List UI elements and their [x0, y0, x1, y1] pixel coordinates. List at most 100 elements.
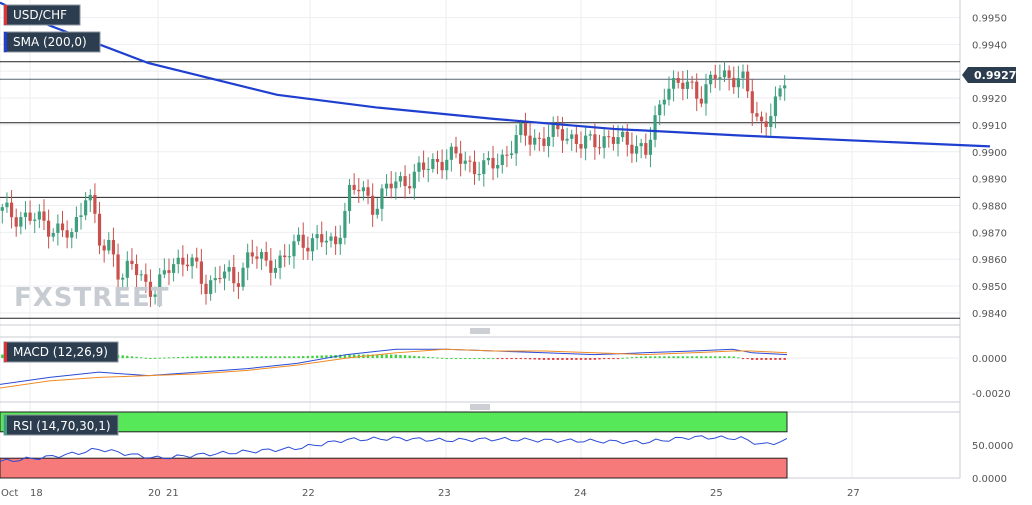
candle-body: [602, 136, 606, 148]
macd-histogram-bar: [190, 356, 194, 359]
rsi-tick-label: 50.0000: [972, 441, 1013, 452]
candle-body: [352, 184, 356, 190]
pane-splitter-handle: [470, 404, 490, 410]
candle-body: [199, 261, 203, 284]
rsi-oversold-zone: [0, 457, 788, 479]
macd-histogram-bar: [732, 356, 735, 359]
candle-body: [676, 78, 680, 83]
candle-body: [19, 217, 23, 227]
macd-histogram-bar: [288, 356, 291, 359]
candle-body: [574, 134, 578, 144]
candle-body: [14, 217, 18, 227]
candle-body: [167, 270, 171, 273]
macd-histogram-bar: [630, 357, 634, 359]
macd-histogram-bar: [339, 354, 342, 359]
macd-histogram-bar: [158, 357, 161, 359]
candle-body: [60, 223, 65, 231]
candle-body: [741, 71, 745, 79]
macd-histogram-bar: [348, 354, 351, 359]
macd-histogram-bar: [686, 356, 689, 359]
candle-body: [232, 267, 236, 284]
candle-body: [250, 252, 254, 257]
macd-histogram-bar: [589, 358, 592, 360]
candle-body: [51, 232, 55, 237]
macd-histogram-bar: [440, 357, 444, 359]
macd-histogram-bar: [593, 358, 597, 360]
candle-body: [426, 168, 430, 170]
macd-label[interactable]: MACD (12,26,9): [3, 341, 119, 363]
candle-body: [357, 189, 361, 192]
macd-histogram-bar: [204, 356, 208, 359]
candle-body: [389, 183, 393, 189]
candle-body: [42, 211, 46, 221]
sma-label[interactable]: SMA (200,0): [3, 31, 101, 53]
macd-histogram-bar: [575, 358, 578, 360]
macd-histogram-bar: [709, 356, 712, 359]
macd-histogram-bar: [380, 354, 384, 359]
macd-histogram-bar: [547, 358, 550, 360]
macd-histogram-bar: [1, 354, 4, 359]
macd-histogram-bar: [251, 356, 254, 359]
macd-histogram-bar: [126, 355, 129, 359]
macd-histogram-bar: [302, 356, 305, 359]
candle-body: [195, 257, 199, 262]
macd-histogram-bar: [579, 358, 583, 360]
macd-line: [0, 348, 788, 385]
price-tick-label: 0.9860: [972, 255, 1007, 266]
macd-histogram-bar: [315, 355, 319, 359]
macd-histogram-bar: [329, 355, 333, 359]
macd-histogram-bar: [209, 356, 212, 359]
candle-body: [384, 183, 389, 189]
candle-body: [579, 143, 583, 149]
candle-body: [361, 187, 366, 192]
candle-body: [755, 113, 759, 117]
candle-body: [292, 241, 296, 257]
macd-histogram-bar: [227, 356, 231, 359]
candle-body: [218, 278, 222, 280]
candle-body: [273, 267, 278, 273]
symbol-label[interactable]: USD/CHF: [3, 4, 81, 26]
candle-body: [139, 274, 143, 276]
macd-histogram-bar: [352, 354, 356, 359]
candle-body: [334, 236, 338, 245]
macd-histogram-bar: [445, 358, 448, 360]
macd-histogram-bar: [297, 356, 300, 359]
macd-histogram-bar: [602, 358, 606, 360]
macd-histogram-bar: [477, 358, 481, 360]
macd-histogram-bar: [376, 354, 379, 359]
candle-body: [116, 254, 120, 280]
candle-body: [412, 171, 416, 189]
candle-body: [607, 136, 611, 138]
candle-body: [222, 271, 227, 279]
candle-body: [148, 281, 153, 297]
candle-body: [9, 202, 14, 218]
candle-body: [472, 161, 477, 175]
candle-body: [630, 144, 634, 154]
watermark: FXSTREET: [14, 283, 170, 313]
price-pane: [0, 0, 960, 325]
macd-axis: 0.0000 -0.0020: [972, 354, 1011, 400]
macd-histogram-bar: [727, 356, 731, 359]
candle-body: [259, 252, 264, 259]
rsi-axis: 50.0000 0.0000: [972, 441, 1013, 485]
macd-histogram-bar: [195, 356, 198, 359]
macd-histogram-bar: [755, 358, 759, 360]
sma-label-marker: [4, 32, 7, 52]
macd-histogram-bar: [260, 356, 263, 359]
candle-body: [111, 239, 116, 255]
candle-body: [584, 135, 588, 149]
macd-histogram-bar: [626, 357, 629, 359]
candle-body: [727, 70, 731, 78]
candle-body: [537, 137, 541, 139]
candle-body: [639, 143, 643, 147]
macd-histogram-bar: [343, 354, 347, 359]
candle-body: [102, 245, 106, 251]
candle-body: [33, 219, 37, 221]
candle-body: [398, 176, 403, 182]
macd-histogram-bar: [496, 358, 499, 360]
x-label-oct: Oct: [1, 488, 18, 499]
rsi-label[interactable]: RSI (14,70,30,1): [3, 414, 119, 436]
candle-body: [551, 123, 555, 137]
macd-histogram-bar: [214, 356, 217, 359]
price-tick-label: 0.9880: [972, 201, 1007, 212]
